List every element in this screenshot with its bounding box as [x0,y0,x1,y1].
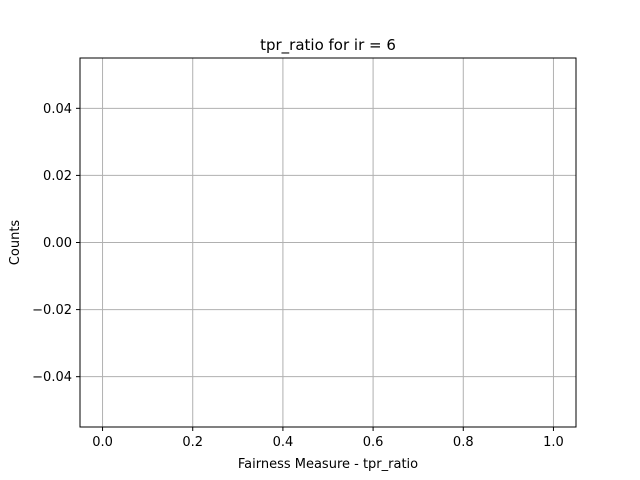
x-axis-label: Fairness Measure - tpr_ratio [238,457,418,472]
grid [80,58,576,427]
y-axis-label: Counts [8,220,23,266]
y-tick-label: −0.04 [32,370,72,385]
y-tick-label: 0.02 [43,169,72,184]
x-tick-label: 0.6 [363,435,384,450]
x-tick-label: 0.2 [182,435,203,450]
y-tick-label: 0.00 [43,236,72,251]
y-tick-label: −0.02 [32,303,72,318]
y-axis: −0.04 −0.02 0.00 0.02 0.04 [32,102,80,385]
y-tick-label: 0.04 [43,102,72,117]
x-tick-label: 0.8 [453,435,474,450]
x-axis: 0.0 0.2 0.4 0.6 0.8 1.0 [92,427,564,450]
x-tick-label: 0.4 [273,435,294,450]
x-tick-label: 1.0 [543,435,564,450]
chart-title: tpr_ratio for ir = 6 [260,36,396,55]
x-tick-label: 0.0 [92,435,113,450]
